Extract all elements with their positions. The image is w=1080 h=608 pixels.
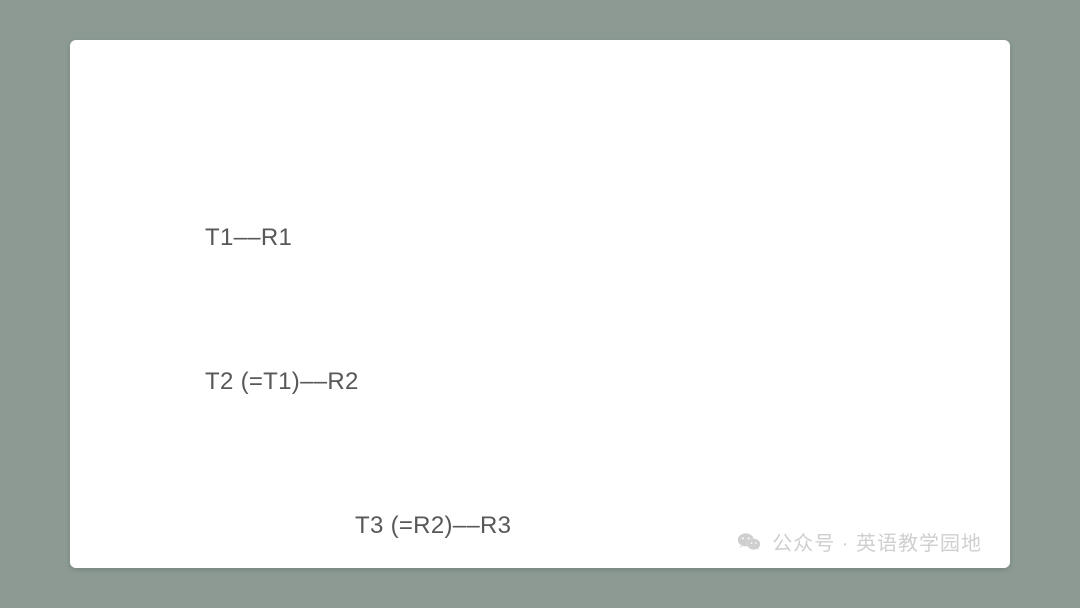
outline-line: T3 (=R2)––R3 <box>205 502 666 550</box>
outline-line: T2 (=T1)––R2 <box>205 358 666 406</box>
slide-card: T1––R1 T2 (=T1)––R2 T3 (=R2)––R3 T4 (=R2… <box>70 40 1010 568</box>
wechat-icon <box>736 529 762 555</box>
text-outline: T1––R1 T2 (=T1)––R2 T3 (=R2)––R3 T4 (=R2… <box>205 118 666 568</box>
watermark: 公众号 · 英语教学园地 <box>736 527 982 556</box>
watermark-text: 公众号 · 英语教学园地 <box>772 527 982 556</box>
outline-line: T1––R1 <box>205 214 666 262</box>
